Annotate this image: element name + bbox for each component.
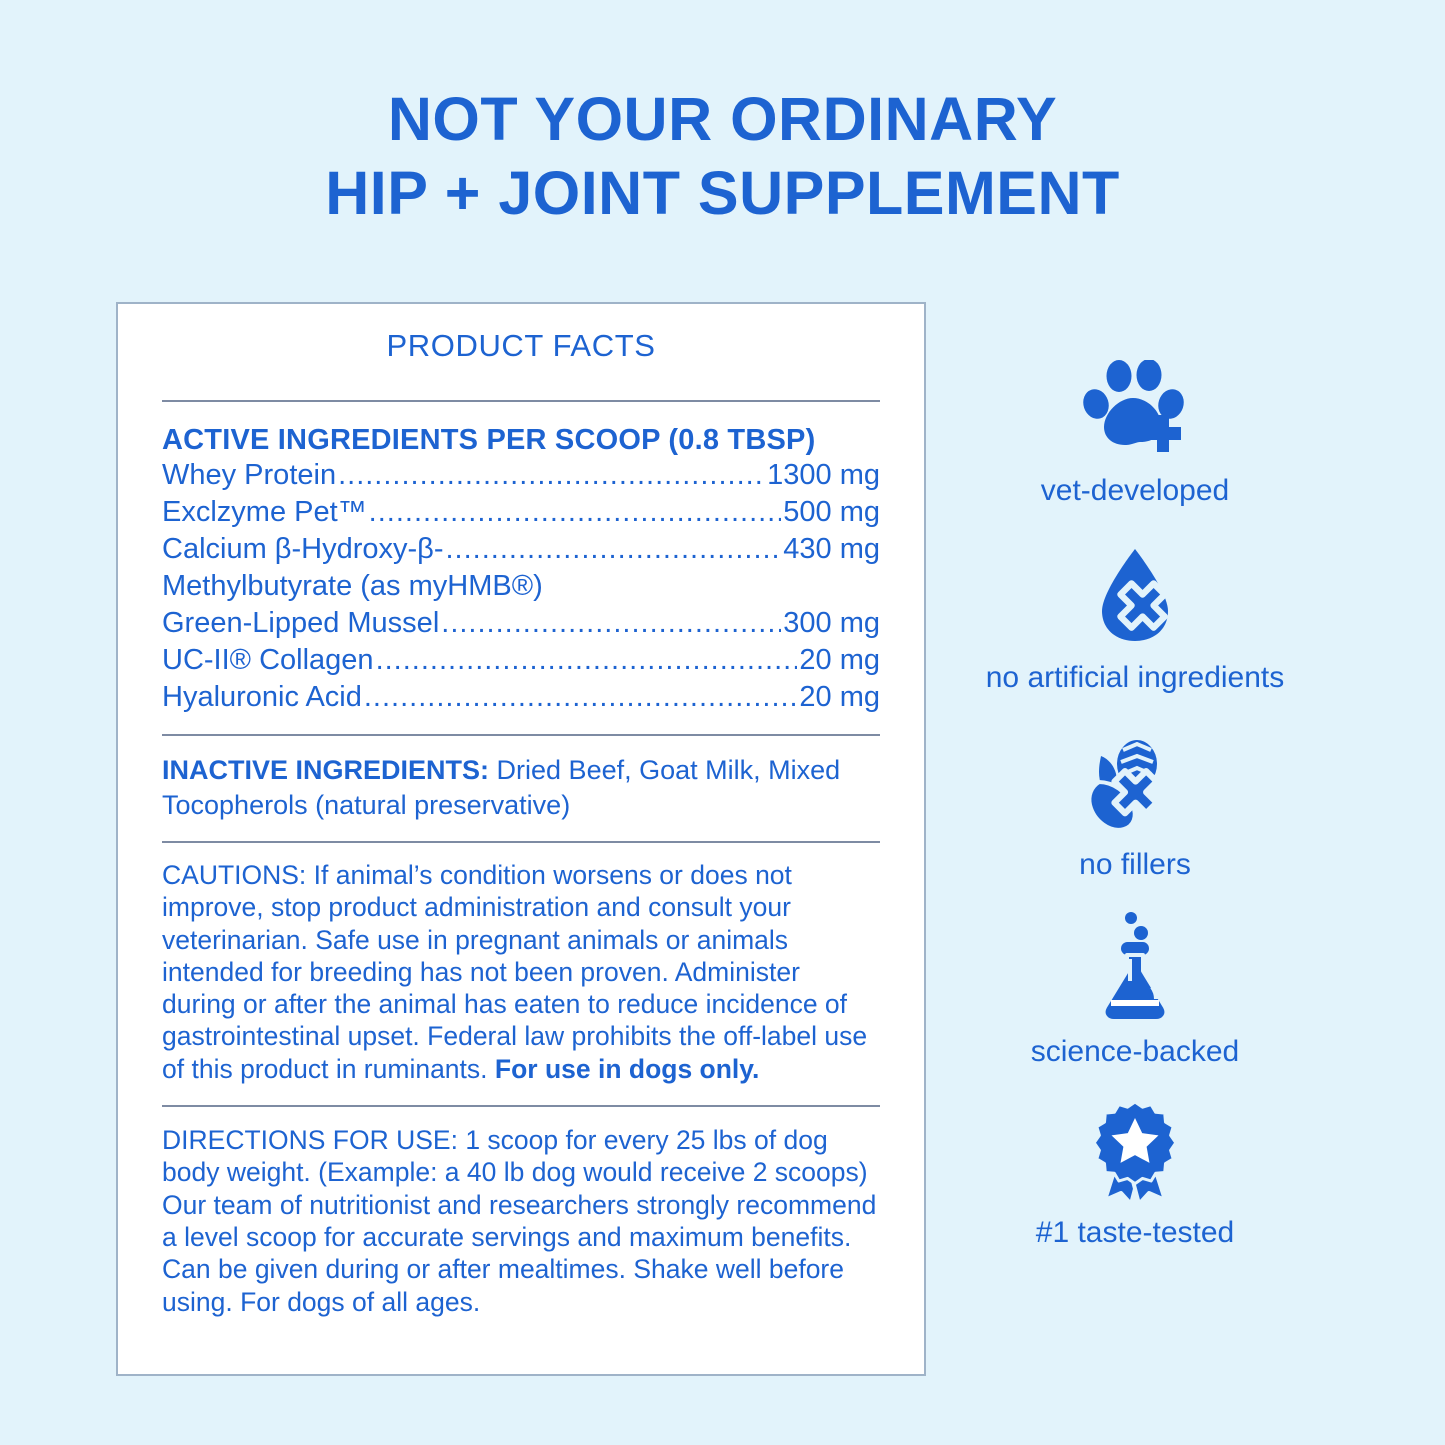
directions-text: DIRECTIONS FOR USE: 1 scoop for every 25… xyxy=(162,1124,880,1318)
benefit-no-fillers: no fillers xyxy=(960,732,1310,883)
ingredient-amount: 430 mg xyxy=(783,533,880,565)
inactive-ingredients-body: Dried Beef, Goat Milk, Mixed Tocopherols… xyxy=(162,755,841,820)
ingredient-row: Exclzyme Pet™...........................… xyxy=(162,494,880,531)
divider-top xyxy=(162,400,880,402)
ingredient-amount: 20 mg xyxy=(799,644,880,676)
product-facts-card: PRODUCT FACTS ACTIVE INGREDIENTS PER SCO… xyxy=(116,302,926,1376)
directions-label: DIRECTIONS FOR USE: xyxy=(162,1125,458,1156)
cautions-body: If animal’s condition worsens or does no… xyxy=(162,860,868,1084)
ingredient-name: Hyaluronic Acid xyxy=(162,681,362,713)
divider-after-active xyxy=(162,734,880,736)
cautions-text: CAUTIONS: If animal’s condition worsens … xyxy=(162,859,880,1085)
inactive-ingredients-label: INACTIVE INGREDIENTS: xyxy=(162,755,490,785)
inactive-ingredients-section: INACTIVE INGREDIENTS: Dried Beef, Goat M… xyxy=(118,753,924,823)
benefit-caption: no fillers xyxy=(1079,848,1191,881)
ingredient-row: Green-Lipped Mussel ....................… xyxy=(162,605,880,642)
page-headline: NOT YOUR ORDINARY HIP + JOINT SUPPLEMENT xyxy=(0,82,1445,230)
ingredient-name: Calcium β-Hydroxy-β- xyxy=(162,533,444,565)
ingredient-row: Whey Protein............................… xyxy=(162,457,880,494)
cautions-section: CAUTIONS: If animal’s condition worsens … xyxy=(118,859,924,1085)
droplet-x-icon xyxy=(960,547,1310,649)
divider-after-inactive xyxy=(162,841,880,843)
cautions-label: CAUTIONS: xyxy=(162,860,307,890)
award-ribbon-icon xyxy=(960,1100,1310,1204)
headline-line-1: NOT YOUR ORDINARY xyxy=(387,85,1058,153)
ingredient-amount: 1300 mg xyxy=(767,459,880,491)
ingredient-list: Whey Protein............................… xyxy=(162,457,880,716)
benefit-caption: #1 taste-tested xyxy=(1035,1216,1235,1249)
active-ingredients-section: ACTIVE INGREDIENTS PER SCOOP (0.8 TBSP) … xyxy=(118,424,924,716)
product-facts-title: PRODUCT FACTS xyxy=(386,328,656,363)
benefit-vet-developed: vet-developed xyxy=(960,360,1310,509)
ingredient-leader-dots: ........................................… xyxy=(363,681,798,713)
ingredient-row: UC-II® Collagen.........................… xyxy=(162,642,880,679)
benefit-science-backed: science-backed xyxy=(960,911,1310,1070)
ingredient-row: Hyaluronic Acid ........................… xyxy=(162,679,880,716)
benefit-caption: science-backed xyxy=(1030,1035,1240,1068)
ingredient-leader-dots: ........................................… xyxy=(441,607,781,639)
cautions-bold-tail: For use in dogs only. xyxy=(494,1053,760,1084)
ingredient-leader-dots: ........................................… xyxy=(375,644,798,676)
ingredient-name: Whey Protein xyxy=(162,459,337,491)
ingredient-row: Calcium β-Hydroxy-β-....................… xyxy=(162,531,880,568)
ingredient-amount: 20 mg xyxy=(799,681,880,713)
ingredient-name-continuation: Methylbutyrate (as myHMB®) xyxy=(162,570,543,602)
headline-line-2: HIP + JOINT SUPPLEMENT xyxy=(325,159,1120,227)
ingredient-name: Green-Lipped Mussel xyxy=(162,607,440,639)
flask-icon xyxy=(960,911,1310,1023)
ingredient-name: Exclzyme Pet™ xyxy=(162,496,367,528)
benefits-column: vet-developed no artificial ingredients xyxy=(960,360,1310,1251)
directions-section: DIRECTIONS FOR USE: 1 scoop for every 25… xyxy=(118,1124,924,1318)
paw-cross-icon xyxy=(960,360,1310,462)
benefit-taste-tested: #1 taste-tested xyxy=(960,1100,1310,1251)
divider-after-cautions xyxy=(162,1105,880,1108)
ingredient-amount: 300 mg xyxy=(783,607,880,639)
directions-body: 1 scoop for every 25 lbs of dog body wei… xyxy=(162,1125,877,1317)
ingredient-leader-dots: ........................................… xyxy=(368,496,782,528)
ingredient-name: UC-II® Collagen xyxy=(162,644,374,676)
ingredient-leader-dots: ........................................… xyxy=(445,533,782,565)
inactive-ingredients-text: INACTIVE INGREDIENTS: Dried Beef, Goat M… xyxy=(162,753,880,823)
corn-x-icon xyxy=(960,732,1310,836)
ingredient-amount: 500 mg xyxy=(783,496,880,528)
benefit-no-artificial-ingredients: no artificial ingredients xyxy=(960,547,1310,696)
active-ingredients-heading: ACTIVE INGREDIENTS PER SCOOP (0.8 TBSP) xyxy=(162,424,816,456)
benefit-caption: vet-developed xyxy=(1040,474,1230,507)
benefit-caption: no artificial ingredients xyxy=(985,661,1285,694)
ingredient-leader-dots: ........................................… xyxy=(338,459,765,491)
